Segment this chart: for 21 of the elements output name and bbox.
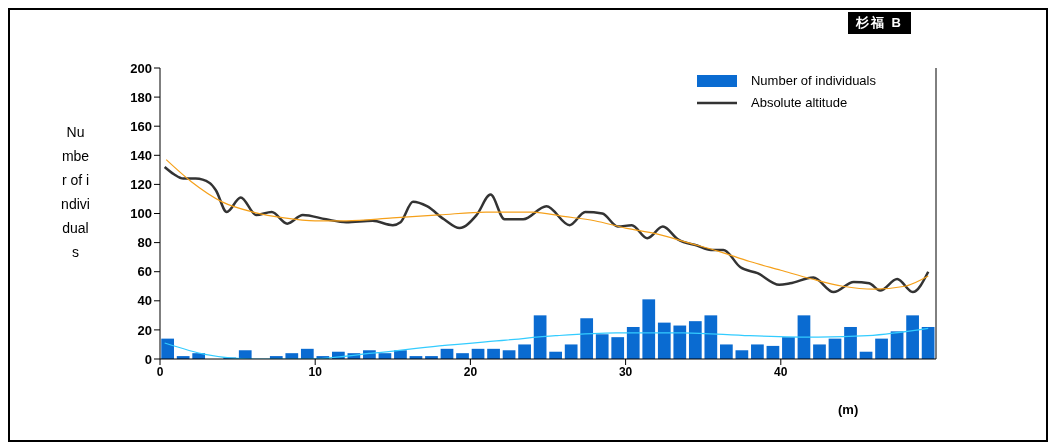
y-tick-label: 80 bbox=[137, 235, 152, 251]
y-tick-label: 200 bbox=[130, 60, 152, 76]
y-axis-title: Number of individuals bbox=[61, 123, 90, 262]
legend-label: Number of individuals bbox=[750, 72, 876, 90]
legend-label: Absolute altitude bbox=[750, 94, 848, 112]
y-tick-label: 100 bbox=[130, 206, 152, 222]
y-tick-label: 20 bbox=[137, 322, 152, 338]
x-axis-title: (m) bbox=[838, 402, 859, 417]
y-tick-label: 40 bbox=[137, 293, 152, 309]
x-tick-label: 0 bbox=[156, 364, 164, 379]
y-tick-label: 180 bbox=[130, 89, 152, 105]
x-tick-label: 20 bbox=[463, 364, 478, 379]
y-tick-label: 0 bbox=[144, 351, 152, 367]
y-tick-label: 140 bbox=[130, 147, 152, 163]
y-tick-label: 120 bbox=[130, 177, 152, 193]
y-tick-label: 60 bbox=[137, 264, 152, 280]
x-tick-label: 10 bbox=[308, 364, 323, 379]
x-tick-label: 40 bbox=[774, 364, 788, 379]
x-tick-label: 30 bbox=[618, 364, 633, 379]
y-tick-label: 160 bbox=[130, 118, 152, 134]
chart-title: 杉福 B bbox=[848, 12, 911, 34]
